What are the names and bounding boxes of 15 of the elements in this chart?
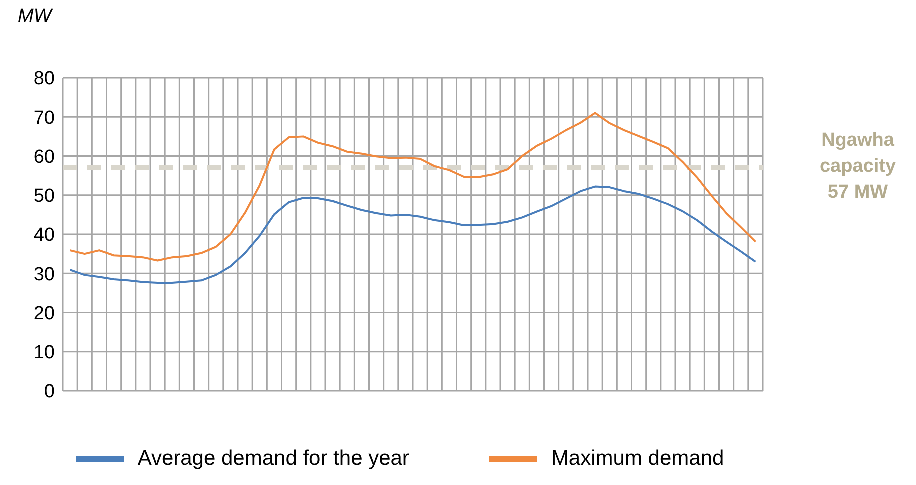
y-tick-label: 40 bbox=[34, 225, 55, 246]
y-tick-label: 20 bbox=[34, 303, 55, 324]
y-tick-label: 80 bbox=[34, 68, 55, 90]
y-axis-title: MW bbox=[18, 6, 52, 28]
legend-label: Average demand for the year bbox=[138, 446, 410, 470]
y-tick-label: 10 bbox=[34, 342, 55, 364]
ref-line-label: Ngawha capacity 57 MW bbox=[820, 130, 896, 203]
y-tick-label: 0 bbox=[44, 382, 55, 403]
y-tick-label: 50 bbox=[34, 186, 55, 208]
y-tick-label: 70 bbox=[34, 108, 55, 129]
line-series bbox=[69, 112, 757, 262]
legend-label: Maximum demand bbox=[551, 446, 724, 470]
y-tick-label: 60 bbox=[34, 146, 55, 168]
line-series bbox=[69, 186, 757, 284]
y-tick-label: 30 bbox=[34, 264, 55, 286]
